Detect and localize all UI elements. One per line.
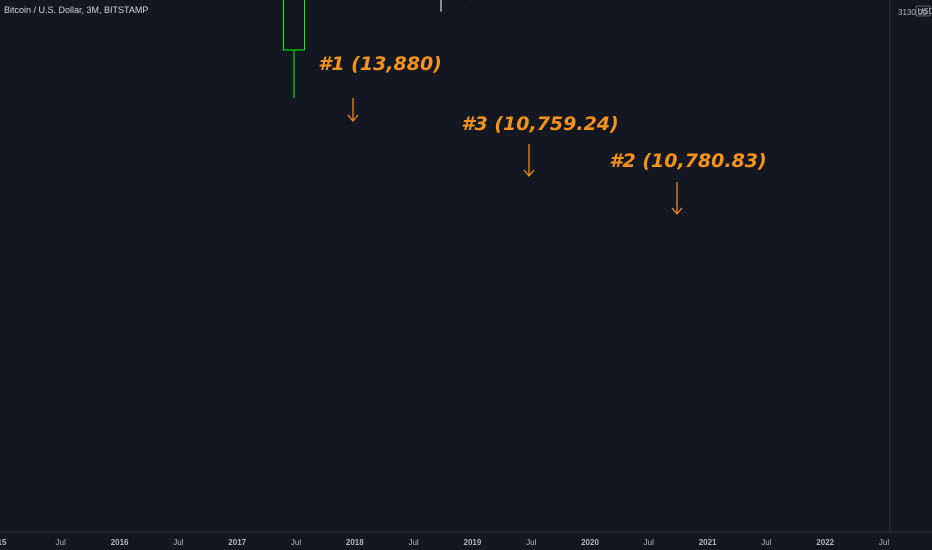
annotations-layer: #1 (13,880) #3 (10,759.24) #2 (10,780.83) [318,53,767,215]
x-tick-label: 2021 [699,538,717,547]
x-tick-label: Jul [291,538,301,547]
candles-layer [283,0,471,99]
x-tick-label: 2022 [816,538,834,547]
annotation-arrow-head [671,207,683,215]
x-tick-label: Jul [173,538,183,547]
annotation-arrow-head [523,169,535,177]
annotation-arrow-head [347,114,359,122]
x-tick-label: Jul [644,538,654,547]
x-tick-label: Jul [408,538,418,547]
x-tick-label: Jul [56,538,66,547]
y-tick-label: 3130.00 [898,8,927,17]
x-tick-label: Jul [526,538,536,547]
annotation-label: #1 (13,880) [318,53,442,75]
x-tick-label: 2017 [228,538,246,547]
x-tick-label: 2018 [346,538,364,547]
x-tick-label: 2016 [111,538,129,547]
x-tick-label: 2020 [581,538,599,547]
x-tick-label: Jul [879,538,889,547]
x-tick-label: Jul [761,538,771,547]
currency-label: USD [918,7,932,16]
currency-box [915,5,931,17]
candle-body [283,0,305,51]
annotation-label: #2 (10,780.83) [609,150,766,172]
x-tick-label: 2019 [464,538,482,547]
annotation-label: #3 (10,759.24) [461,113,618,135]
chart-title: Bitcoin / U.S. Dollar, 3M, BITSTAMP [4,5,149,15]
x-tick-label: 15 [0,538,7,547]
x-axis[interactable]: 15 Jul 2016 Jul 2017 Jul 2018 Jul 2019 Jul 2020 Jul… [0,538,889,547]
